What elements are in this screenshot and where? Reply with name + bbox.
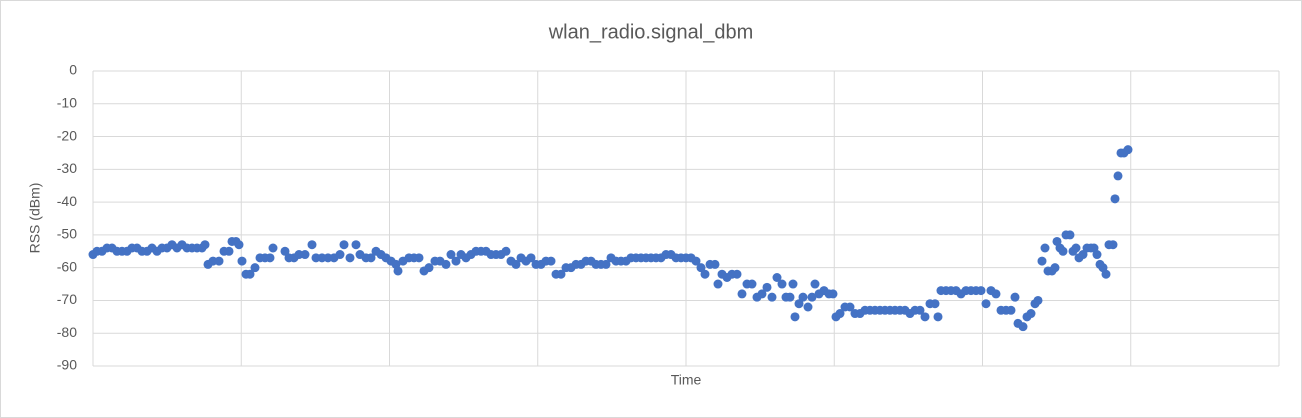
- y-tick-label: -50: [57, 226, 77, 242]
- point: [788, 279, 798, 289]
- y-tick-label: -90: [57, 357, 77, 373]
- point: [1108, 240, 1118, 250]
- point: [930, 299, 940, 309]
- point: [1026, 309, 1036, 319]
- point: [366, 253, 376, 263]
- point: [1058, 246, 1068, 256]
- y-tick-label: 0: [69, 62, 77, 78]
- point: [828, 289, 838, 299]
- point: [767, 292, 777, 302]
- point: [1092, 250, 1102, 260]
- point: [526, 253, 536, 263]
- point: [268, 243, 278, 253]
- point: [1110, 194, 1120, 204]
- point: [1065, 230, 1075, 240]
- point: [1050, 263, 1060, 273]
- point: [810, 279, 820, 289]
- point: [441, 259, 451, 269]
- point: [772, 273, 782, 282]
- point: [762, 282, 772, 292]
- point: [691, 256, 701, 266]
- vertical-grid: [92, 71, 1280, 366]
- point: [1018, 322, 1028, 332]
- point: [700, 269, 710, 279]
- point: [1006, 305, 1016, 315]
- point: [501, 246, 511, 256]
- point: [446, 250, 456, 260]
- point: [424, 263, 434, 273]
- point: [991, 289, 1001, 299]
- point: [300, 250, 310, 260]
- point: [214, 256, 224, 266]
- point: [339, 240, 349, 250]
- y-tick-label: -60: [57, 258, 77, 274]
- point: [335, 250, 345, 260]
- point: [835, 309, 845, 319]
- y-axis-label: RSS (dBm): [27, 183, 43, 254]
- point: [1071, 243, 1081, 253]
- x-axis-label: Time: [671, 372, 702, 388]
- point: [747, 279, 757, 289]
- chart-title: wlan_radio.signal_dbm: [548, 21, 754, 43]
- point: [976, 286, 986, 296]
- y-tick-label: -30: [57, 160, 77, 176]
- point: [237, 256, 247, 266]
- point: [807, 292, 817, 302]
- point: [790, 312, 800, 322]
- point: [915, 305, 925, 315]
- point: [933, 312, 943, 322]
- point: [845, 302, 855, 312]
- point: [713, 279, 723, 289]
- y-tick-label: -80: [57, 324, 77, 340]
- point: [546, 256, 556, 266]
- point: [1033, 295, 1043, 305]
- point: [803, 302, 813, 312]
- point: [1113, 171, 1123, 181]
- point: [737, 289, 747, 299]
- point: [393, 266, 403, 276]
- point: [511, 259, 521, 269]
- point: [1040, 243, 1050, 253]
- point: [798, 292, 808, 302]
- point: [920, 312, 930, 322]
- point: [451, 256, 461, 266]
- point: [200, 240, 210, 250]
- point: [981, 299, 991, 309]
- y-tick-label: -20: [57, 127, 77, 143]
- point: [1123, 145, 1133, 155]
- point: [280, 246, 290, 256]
- point: [245, 269, 255, 279]
- point: [710, 259, 720, 269]
- point: [1010, 292, 1020, 302]
- point: [777, 279, 787, 289]
- y-tick-label: -40: [57, 193, 77, 209]
- point: [351, 240, 361, 250]
- point: [785, 292, 795, 302]
- point: [601, 259, 611, 269]
- point: [250, 263, 260, 273]
- point: [224, 246, 234, 256]
- point: [234, 240, 244, 250]
- y-tick-label: -70: [57, 291, 77, 307]
- point: [1101, 269, 1111, 279]
- point: [757, 289, 767, 299]
- point: [696, 263, 706, 273]
- point: [345, 253, 355, 263]
- y-tick-label: -10: [57, 94, 77, 110]
- point: [307, 240, 317, 250]
- point: [556, 269, 566, 279]
- point: [1078, 250, 1088, 260]
- point: [1037, 256, 1047, 266]
- point: [414, 253, 424, 263]
- point: [732, 269, 742, 279]
- point: [265, 253, 275, 263]
- point: [794, 299, 804, 309]
